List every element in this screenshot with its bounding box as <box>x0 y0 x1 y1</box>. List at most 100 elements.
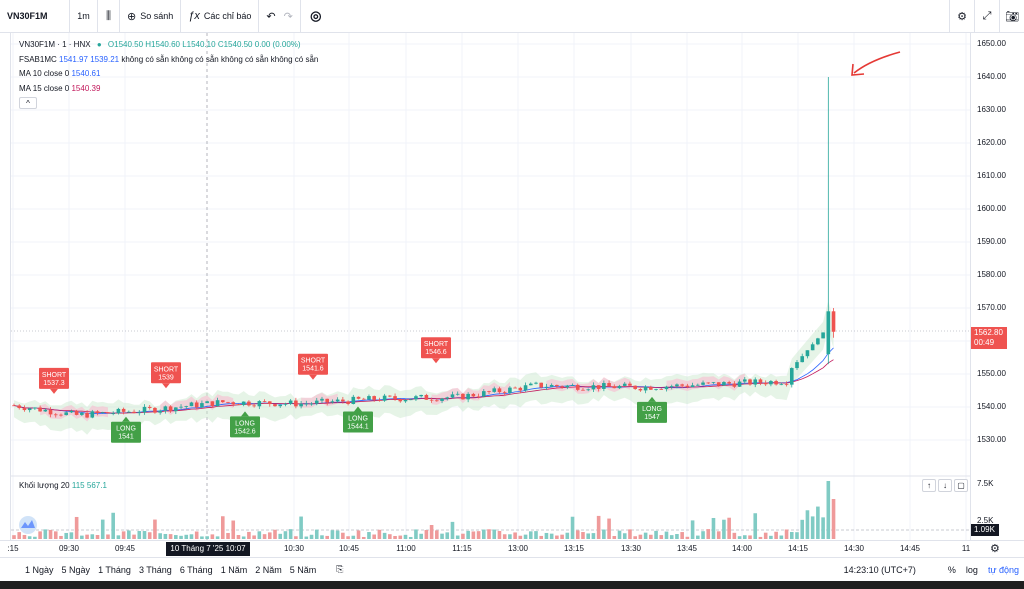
legend-ma10-row[interactable]: MA 10 close 0 1540.61 <box>19 67 318 82</box>
price-tick: 1590.00 <box>977 237 1006 246</box>
volume-label: Khối lượng 20 <box>19 481 70 490</box>
undo-icon[interactable]: ↶ <box>266 10 276 23</box>
volume-bar <box>560 534 564 539</box>
legend-symbol-row: VN30F1M · 1 · HNX ● O1540.50 H1540.60 L1… <box>19 38 318 53</box>
volume-bar <box>716 531 721 539</box>
range-1m-button[interactable]: 1 Tháng <box>98 564 131 575</box>
settings-button[interactable]: ⚙ <box>949 0 974 33</box>
range-3m-button[interactable]: 3 Tháng <box>138 564 172 575</box>
volume-value-2: 567.1 <box>86 481 107 490</box>
volume-bar <box>722 519 726 539</box>
axis-settings-icon[interactable]: ⚙ <box>990 543 1000 555</box>
candle <box>372 395 376 402</box>
candle <box>669 384 674 390</box>
candle <box>461 393 465 400</box>
pane-maximize-button[interactable]: ▢ <box>954 479 968 492</box>
volume-bar <box>179 535 183 539</box>
volume-legend[interactable]: Khối lượng 20 115 567.1 <box>19 481 107 490</box>
compare-mode-button[interactable]: ◎ <box>301 0 331 33</box>
symbol-label: VN30F1M <box>7 11 48 21</box>
volume-bar <box>299 516 303 539</box>
range-5d-button[interactable]: 5 Ngày <box>61 564 91 575</box>
range-6m-button[interactable]: 6 Tháng <box>179 564 213 575</box>
goto-date-button[interactable]: ⎘ <box>332 564 347 575</box>
chart-canvas[interactable]: SHORT1537.3LONG1541SHORT1539LONG1542.6SH… <box>11 33 970 540</box>
candle <box>33 407 37 410</box>
price-tick: 1530.00 <box>977 435 1006 444</box>
candle <box>821 332 825 339</box>
pane-move-up-button[interactable]: ↑ <box>922 479 936 492</box>
candle <box>810 342 815 351</box>
log-toggle[interactable]: log <box>965 565 978 575</box>
chart-pane[interactable]: SHORT 1537.3 LONG 1541 SHORT 1539 LONG 1542.6 SH… <box>11 33 970 540</box>
volume-bar <box>508 534 512 539</box>
candle <box>659 388 664 390</box>
volume-bar <box>810 516 815 539</box>
range-1d-button[interactable]: 1 Ngày <box>25 564 54 575</box>
fullscreen-button[interactable]: ⤢ <box>974 0 999 33</box>
candle <box>330 399 335 404</box>
volume-bar <box>784 529 789 539</box>
volume-bar <box>314 529 319 539</box>
symbol-search-button[interactable]: VN30F1M <box>0 0 70 33</box>
volume-bar <box>612 536 617 539</box>
candle <box>795 359 799 370</box>
volume-bar <box>424 530 429 539</box>
range-5y-button[interactable]: 5 Năm <box>289 564 317 575</box>
snapshot-button[interactable]: 📷︎ <box>999 0 1024 33</box>
range-2y-button[interactable]: 2 Năm <box>255 564 282 575</box>
time-tick: 13:00 <box>507 544 529 553</box>
volume-bar <box>706 529 711 539</box>
volume-bar <box>492 529 497 539</box>
drawing-toolbar-strip[interactable] <box>0 33 11 540</box>
volume-bar <box>466 530 470 539</box>
volume-bar <box>445 532 450 539</box>
time-axis[interactable]: :15 09:30 09:45 10:30 10:45 11:00 11:15 13:00 13… <box>0 540 1024 557</box>
candle <box>241 401 246 407</box>
volume-bar <box>539 535 544 539</box>
volume-bar <box>236 535 241 539</box>
indicators-label: Các chỉ báo <box>203 11 252 21</box>
volume-bar <box>330 530 335 539</box>
interval-button[interactable]: 1m <box>70 0 98 33</box>
percent-toggle[interactable]: % <box>947 565 956 575</box>
volume-value-1: 115 <box>71 481 85 490</box>
redo-icon[interactable]: ↷ <box>283 10 293 23</box>
timezone-clock[interactable]: 14:23:10 (UTC+7) <box>843 565 916 575</box>
legend-ma15-row[interactable]: MA 15 close 0 1540.39 <box>19 82 318 97</box>
volume-bar <box>528 531 533 539</box>
chart-type-button[interactable]: ⫼ <box>98 0 120 33</box>
range-1y-button[interactable]: 1 Năm <box>220 564 248 575</box>
volume-bar <box>80 535 84 539</box>
band-area-lower <box>14 300 834 435</box>
volume-bar <box>800 519 805 539</box>
price-tick: 1630.00 <box>977 105 1006 114</box>
volume-bar <box>471 531 476 539</box>
compare-button[interactable]: ⊕ So sánh <box>120 0 182 33</box>
auto-scale-toggle[interactable]: tự động <box>987 565 1019 575</box>
candle <box>273 403 277 407</box>
fx-icon: ƒx <box>188 10 200 22</box>
candle <box>388 395 392 398</box>
candle <box>309 402 314 406</box>
candle <box>544 383 549 390</box>
pane-move-down-button[interactable]: ↓ <box>938 479 952 492</box>
price-scale[interactable]: 1650.00 1640.00 1630.00 1620.00 1610.00 1600.… <box>970 33 1024 540</box>
candle <box>116 407 121 415</box>
volume-bar <box>774 531 778 539</box>
candle <box>664 385 669 392</box>
volume-bar <box>226 532 230 539</box>
candle <box>450 391 455 399</box>
signal-kind: LONG <box>348 415 368 422</box>
volume-bar <box>288 529 293 539</box>
chart-grid <box>11 33 970 540</box>
price-candles <box>12 77 836 419</box>
legend-collapse-button[interactable]: ^ <box>19 97 37 109</box>
volume-bar <box>789 531 794 539</box>
indicators-button[interactable]: ƒx Các chỉ báo <box>181 0 260 33</box>
volume-bar <box>257 531 262 539</box>
volume-bar <box>633 536 637 539</box>
legend-fsab-row[interactable]: FSAB1MC 1541.97 1539.21 không có sẵn khô… <box>19 53 318 68</box>
volume-bar <box>205 536 209 539</box>
